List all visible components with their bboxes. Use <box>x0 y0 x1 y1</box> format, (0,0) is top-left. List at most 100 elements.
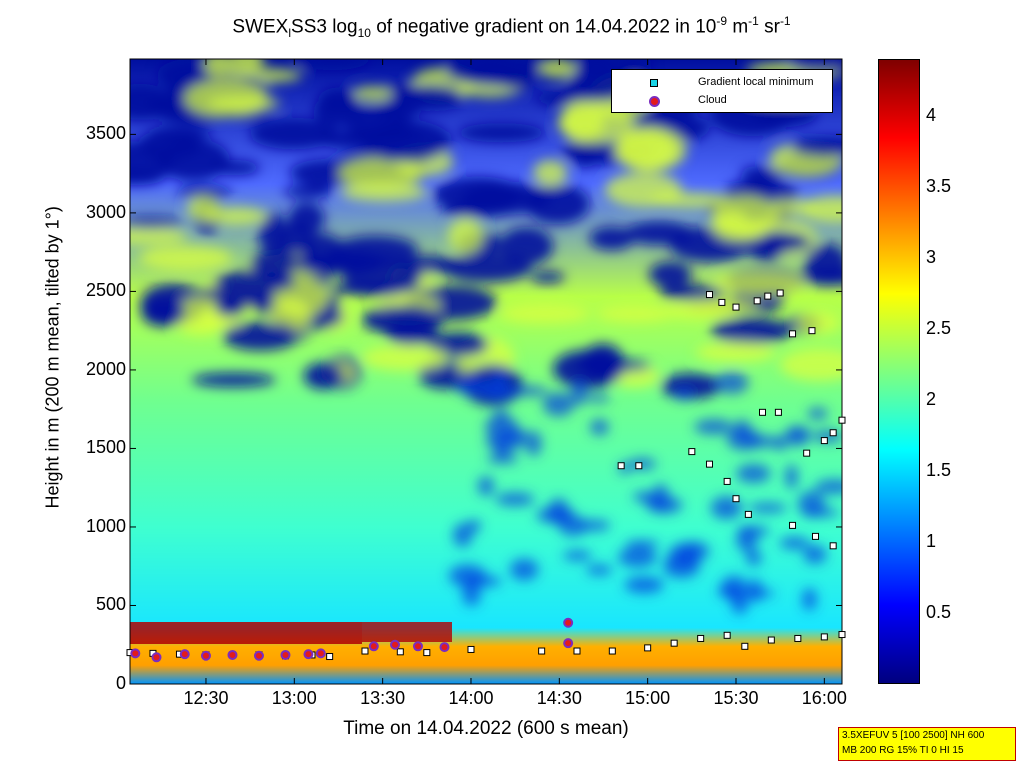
y-tick-label: 1500 <box>85 437 126 458</box>
heatmap-texture-blob <box>803 545 827 564</box>
colorbar-tick-label: 4 <box>926 104 937 125</box>
gradient-minimum-point <box>688 448 696 456</box>
heatmap <box>130 59 842 684</box>
heatmap-texture-blob <box>140 297 186 327</box>
gradient-minimum-point <box>697 634 705 642</box>
heatmap-texture-blob <box>812 430 842 443</box>
heatmap-texture-blob <box>288 202 325 235</box>
heatmap-texture-blob <box>495 492 535 507</box>
gradient-minimum-point <box>732 495 740 503</box>
heatmap-cloud-band <box>130 622 362 644</box>
gradient-minimum-point <box>705 291 713 299</box>
heatmap-texture-blob <box>495 437 510 459</box>
cloud-point <box>315 648 326 659</box>
heatmap-texture-blob <box>130 216 184 230</box>
gradient-minimum-point <box>732 303 740 311</box>
heatmap-texture-blob <box>797 490 826 518</box>
gradient-minimum-point <box>753 297 761 305</box>
y-axis-label: Height in m (200 m mean, tilted by 1°) <box>42 206 63 509</box>
heatmap-texture-blob <box>625 540 660 549</box>
heatmap-texture-blob <box>448 218 483 254</box>
heatmap-texture-blob <box>731 593 749 615</box>
gradient-minimum-point <box>741 642 749 650</box>
heatmap-texture-blob <box>651 483 670 511</box>
gradient-minimum-point <box>820 437 828 445</box>
axis-ticks <box>130 59 842 685</box>
heatmap-texture-blob <box>207 97 281 110</box>
heatmap-texture-blob <box>748 502 788 513</box>
colorbar-tick-label: 0.5 <box>926 601 952 622</box>
circle-marker-icon <box>649 96 660 107</box>
x-tick-label: 13:00 <box>271 688 317 708</box>
heatmap-texture-blob <box>737 525 771 537</box>
heatmap-texture-blob <box>347 103 411 145</box>
heatmap-texture-blob <box>392 84 465 110</box>
colorbar <box>878 59 920 684</box>
heatmap-texture-blob <box>130 227 188 245</box>
heatmap-texture-blob <box>780 348 842 382</box>
y-tick-label: 3000 <box>85 201 126 222</box>
y-tick-label: 500 <box>95 594 126 615</box>
gradient-minimum-point <box>776 289 784 297</box>
heatmap-texture-blob <box>679 541 710 561</box>
gradient-minimum-point <box>705 460 713 468</box>
heatmap-texture-blob <box>542 392 575 417</box>
heatmap-texture-blob <box>604 172 683 208</box>
gradient-minimum-point <box>808 327 816 335</box>
gradient-minimum-point <box>644 644 652 652</box>
gradient-minimum-point <box>789 330 797 338</box>
x-axis-label: Time on 14.04.2022 (600 s mean) <box>343 718 629 739</box>
heatmap-texture-blob <box>303 362 344 390</box>
heatmap-texture-blob <box>663 303 739 319</box>
heatmap-texture-blob <box>401 255 460 274</box>
gradient-minimum-point <box>718 298 726 306</box>
heatmap-texture-blob <box>172 296 229 336</box>
colorbar-tick-label: 1 <box>926 530 937 551</box>
heatmap-texture-blob <box>807 407 828 420</box>
heatmap-texture-blob <box>695 342 776 363</box>
cloud-point <box>303 649 314 660</box>
x-tick-label: 13:30 <box>360 688 406 708</box>
heatmap-texture-blob <box>694 419 734 435</box>
heatmap-texture-blob <box>477 476 495 497</box>
heatmap-texture-blob <box>533 159 568 187</box>
gradient-minimum-point <box>538 647 546 655</box>
gradient-minimum-point <box>811 532 819 540</box>
cloud-point <box>368 641 379 652</box>
heatmap-texture-blob <box>361 345 449 371</box>
gradient-minimum-point <box>608 647 616 655</box>
heatmap-texture-blob <box>616 127 677 171</box>
heatmap-cloud-band-2 <box>362 622 452 642</box>
gradient-minimum-point <box>467 645 475 653</box>
heatmap-texture-blob <box>648 261 692 288</box>
cloud-point <box>227 649 238 660</box>
cloud-point <box>179 649 190 660</box>
gradient-minimum-point <box>764 292 772 300</box>
x-tick-label: 12:30 <box>183 688 229 708</box>
chart-title: SWEXlSS3 log10 of negative gradient on 1… <box>232 14 791 41</box>
square-marker-icon <box>650 79 658 87</box>
gradient-minimum-point <box>744 510 752 518</box>
x-tick-label: 16:00 <box>801 688 847 708</box>
heatmap-texture-blob <box>486 454 519 464</box>
heatmap-texture-blob <box>570 380 588 406</box>
colorbar-tick-label: 3.5 <box>926 175 952 196</box>
heatmap-texture-blob <box>250 250 300 277</box>
heatmap-texture-blob <box>498 226 554 266</box>
cloud-point <box>253 650 264 661</box>
heatmap-texture-blob <box>745 549 762 566</box>
gradient-minimum-point <box>758 408 766 416</box>
heatmap-texture-blob <box>177 186 232 200</box>
heatmap-texture-blob <box>589 418 609 436</box>
heatmap-texture-blob <box>509 558 539 581</box>
heatmap-texture-blob <box>352 86 393 101</box>
heatmap-texture-blob <box>558 515 588 537</box>
heatmap-texture-blob <box>597 305 673 322</box>
heatmap-texture-blob <box>586 394 611 403</box>
heatmap-texture-blob <box>785 59 842 72</box>
markers <box>126 289 846 663</box>
heatmap-texture-blob <box>711 195 779 238</box>
gradient-minimum-point <box>326 653 334 661</box>
